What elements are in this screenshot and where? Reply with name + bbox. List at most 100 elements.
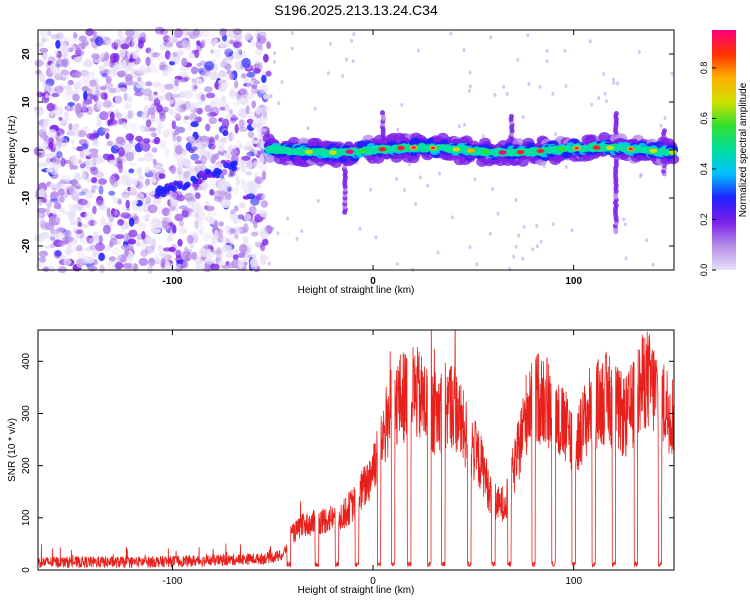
spectrogram-cell	[145, 56, 151, 67]
spectrogram-cell	[208, 138, 214, 144]
spectrogram-cell	[242, 256, 251, 261]
spectrogram-cell	[49, 191, 59, 202]
spectrogram-cell	[208, 143, 216, 150]
spectrogram-cell	[563, 48, 567, 53]
colorbar-ticks: 0.0 0.2 0.4 0.6 0.8	[699, 62, 716, 276]
spectrogram-cell	[38, 129, 47, 138]
spectrogram-cell	[162, 92, 171, 101]
spectrogram-y-tick-label: -10	[21, 190, 32, 205]
spectrogram-cell	[203, 244, 212, 251]
snr-y-tick-label: 400	[21, 353, 32, 370]
spectrogram-cell	[463, 122, 466, 127]
spectrogram-cell	[85, 178, 92, 183]
spectrogram-cell	[590, 102, 594, 107]
spectrogram-cell	[229, 228, 237, 234]
spectrogram-cell	[95, 200, 105, 207]
spectrogram-cell	[46, 202, 53, 208]
spectrogram-cell	[190, 121, 199, 128]
spectrogram-cell	[82, 61, 92, 68]
spectrogram-cell	[225, 252, 233, 258]
spectrogram-cell	[145, 47, 152, 54]
spectrogram-cell	[72, 93, 80, 102]
spectrogram-cell	[49, 198, 59, 203]
spectrogram-cell	[55, 39, 61, 49]
spectrogram-cell	[623, 222, 627, 227]
spectrogram-cell	[95, 122, 103, 127]
spectrogram-cell	[234, 186, 239, 196]
spectrogram-cell	[235, 47, 242, 55]
spectrogram-cell	[545, 59, 549, 64]
spectrogram-cell	[127, 238, 136, 245]
spectrogram-cell	[237, 97, 243, 105]
spectrogram-cell	[150, 177, 157, 183]
spectrogram-cell	[105, 75, 112, 84]
spectrogram-cell	[75, 103, 82, 112]
spectrogram-cell	[38, 210, 46, 219]
spectrogram-cell	[174, 125, 180, 136]
spectrogram-cell	[65, 104, 71, 111]
spectrogram-cell	[551, 91, 555, 96]
spectrogram-cell	[186, 197, 197, 203]
spectrogram-cell	[96, 195, 104, 206]
spectrogram-cell	[218, 221, 224, 227]
spectrogram-cell	[254, 176, 264, 184]
spectrogram-cell	[81, 126, 90, 132]
snr-y-tick-label: 300	[21, 405, 32, 422]
spectrogram-cell	[109, 241, 114, 248]
spectrogram-cell	[185, 142, 192, 152]
spectrogram-cell	[216, 139, 226, 148]
spectrogram-cell	[135, 192, 145, 200]
spectrogram-cell	[168, 98, 175, 105]
spectrogram-cell	[143, 95, 150, 101]
spectrogram-cell	[125, 29, 135, 38]
spectrogram-cell	[196, 107, 203, 115]
spectrogram-cell	[252, 121, 257, 129]
spectrogram-cell	[260, 242, 266, 252]
spectrogram-cell	[115, 112, 123, 119]
spectrogram-cell	[122, 222, 129, 230]
spectrogram-cell	[350, 38, 354, 43]
spectrogram-cell	[624, 256, 628, 261]
spectrogram-cell	[78, 191, 86, 196]
spectrogram-cell	[163, 207, 169, 216]
spectrogram-cell	[220, 60, 227, 67]
spectrogram-cell	[195, 204, 204, 214]
spectrogram-cell	[76, 146, 84, 152]
spectrogram-cell	[87, 265, 98, 272]
spectrogram-cell	[130, 81, 139, 86]
spectrogram-cell	[201, 173, 208, 180]
spectrogram-cell	[241, 57, 251, 68]
spectrogram-cell	[517, 233, 521, 238]
spectrogram-cell	[75, 232, 81, 239]
spectrogram-cell	[473, 177, 477, 182]
spectrogram-cell	[195, 216, 201, 224]
spectrogram-cell	[201, 252, 209, 258]
spectrogram-cell	[35, 142, 42, 148]
spectrogram-cell	[98, 234, 103, 245]
spectrogram-cell	[71, 127, 80, 138]
spectrogram-cell	[606, 145, 615, 150]
spectrogram-cell	[58, 232, 66, 242]
spectrogram-cell	[213, 48, 222, 59]
spectrogram-cell	[175, 102, 180, 112]
spectrogram-cell	[217, 233, 224, 243]
spectrogram-cell	[152, 94, 158, 100]
spectrogram-cell	[185, 102, 196, 111]
spectrogram-cell	[259, 209, 268, 218]
spectrogram-cell	[249, 38, 256, 48]
spectrogram-cell	[126, 151, 135, 162]
spectrogram-cell	[253, 161, 260, 168]
spectrogram-cell	[207, 143, 212, 149]
spectrogram-x-axis-label: Height of straight line (km)	[298, 285, 415, 296]
spectrogram-cell	[91, 53, 100, 60]
spectrogram-cell	[75, 244, 83, 251]
spectrogram-cell	[117, 218, 125, 226]
spectrogram-cell	[137, 175, 145, 181]
spectrogram-cell	[93, 95, 98, 102]
spectrogram-cell	[144, 126, 152, 133]
spectrogram-cell	[95, 250, 101, 256]
spectrogram-cell	[104, 266, 115, 271]
spectrogram-cell	[164, 262, 174, 272]
spectrogram-cell	[136, 167, 142, 175]
